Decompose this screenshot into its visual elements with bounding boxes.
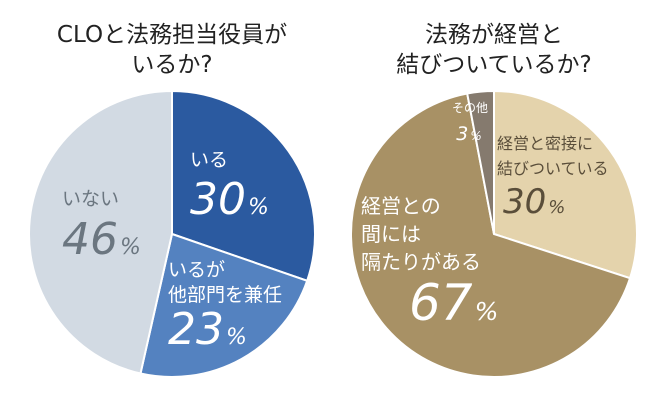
pie-slice [139, 232, 309, 378]
slice-label-group: その他 3% [452, 101, 488, 145]
pie-slice [350, 92, 632, 378]
slice-value-label: 3% [456, 123, 482, 145]
pie-slice [466, 89, 495, 235]
chart-title-line: CLOと法務担当役員が [57, 22, 287, 48]
chart-title-line: 結びついているか? [396, 52, 592, 78]
chart-title-line: 法務が経営と [425, 22, 563, 48]
slice-value-label: 30% [503, 182, 565, 222]
pie-slice [171, 89, 316, 283]
slice-value-label: 67% [409, 274, 498, 332]
pie-slice [28, 89, 173, 375]
slice-label: 隔たりがある [361, 250, 481, 274]
slice-label: 間には [361, 222, 421, 246]
slice-label: いるが [168, 259, 225, 281]
slice-label: 結びついている [497, 159, 609, 178]
slice-value-label: 46% [62, 214, 141, 265]
chart-title-line: いるか? [131, 52, 212, 78]
slice-label-group: いない 46% [62, 188, 141, 265]
slice-label: その他 [452, 101, 488, 115]
slice-value-label: 23% [168, 304, 247, 355]
slice-label: いる [190, 149, 228, 171]
pie-slice [493, 89, 638, 280]
slice-label: 他部門を兼任 [168, 284, 282, 306]
slice-label: 経営との [361, 194, 441, 218]
slice-label: 経営と密接に [497, 134, 593, 153]
slice-label-group: いる 30% [190, 149, 269, 225]
slice-label: いない [62, 188, 119, 210]
slice-value-label: 30% [190, 174, 269, 225]
